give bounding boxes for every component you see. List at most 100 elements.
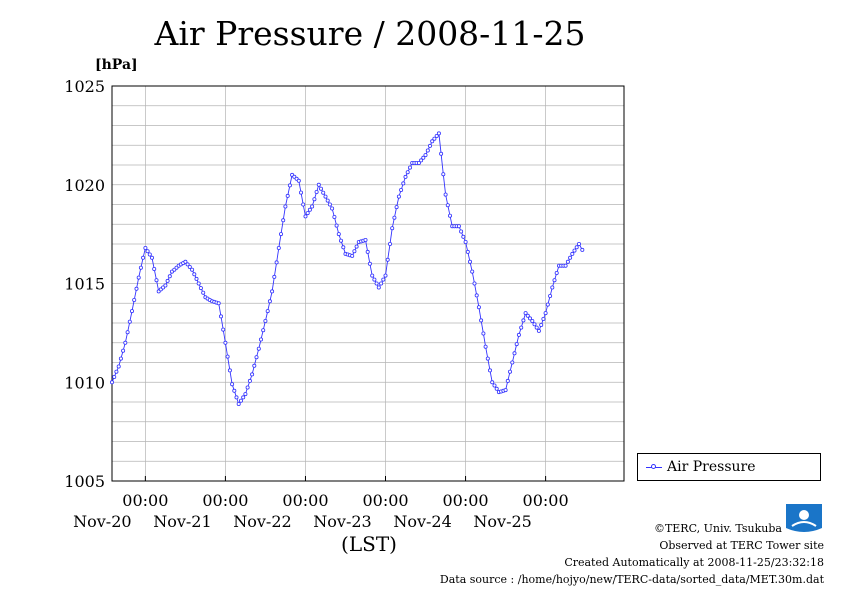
x-tick-time-label: 00:00 [523,491,569,510]
data-point [165,278,170,283]
data-point [427,143,432,148]
data-point [149,255,154,260]
data-point [514,342,519,347]
data-point [403,174,408,179]
footer-copyright: ©TERC, Univ. Tsukuba [653,522,782,535]
data-point [374,281,379,286]
series-air-pressure [110,131,585,406]
data-point [303,214,308,219]
data-point [441,172,446,177]
data-point [372,277,377,282]
y-tick-label: 1025 [64,77,105,96]
data-point [296,178,301,183]
data-point [145,249,150,254]
data-point [121,348,126,353]
data-point [118,356,123,361]
data-point [401,181,406,186]
data-point [532,322,537,327]
data-point [183,259,188,264]
data-point [225,354,230,359]
y-tick-label: 1005 [64,472,105,491]
data-point [185,262,190,267]
data-point [572,248,577,253]
data-point [316,182,321,187]
data-point [563,263,568,268]
data-point [363,237,368,242]
plot-frame [111,85,625,482]
data-point [416,160,421,165]
data-point [350,253,355,258]
data-point [125,330,130,335]
data-point [123,340,128,345]
data-point [481,331,486,336]
data-point [476,305,481,310]
chart-title: Air Pressure / 2008-11-25 [154,14,586,53]
grid [112,86,624,481]
data-point [432,136,437,141]
data-point [541,316,546,321]
data-point [577,241,582,246]
data-point [278,232,283,237]
data-point [227,368,232,373]
data-point [245,385,250,390]
data-point [439,151,444,156]
data-point [580,247,585,252]
data-point [512,351,517,356]
data-point [252,363,257,368]
data-point [483,344,488,349]
data-point [516,332,521,337]
data-point [485,356,490,361]
data-point [263,318,268,323]
legend: Air Pressure [637,453,821,481]
data-point [283,204,288,209]
data-point [141,255,146,260]
data-point [163,283,168,288]
data-point [223,340,228,345]
data-point [216,301,221,306]
x-tick-date-label: Nov-23 [313,512,371,531]
data-point [261,328,266,333]
data-point [134,286,139,291]
x-tick-time-label: 00:00 [282,491,328,510]
data-point [305,211,310,216]
data-point [325,198,330,203]
data-point [430,139,435,144]
data-point [461,234,466,239]
data-point [332,214,337,219]
data-point [323,194,328,199]
data-point [196,281,201,286]
data-point [234,395,239,400]
footer-created: Created Automatically at 2008-11-25/23:3… [564,556,824,569]
data-point [310,204,315,209]
x-axis-label: (LST) [341,532,397,556]
data-point [390,226,395,231]
data-point [307,207,312,212]
x-tick-date-label: Nov-21 [153,512,211,531]
data-point [336,232,341,237]
data-point [232,388,237,393]
data-point [383,273,388,278]
data-point [190,267,195,272]
data-point [425,148,430,153]
data-point [421,155,426,160]
data-point [396,194,401,199]
data-point [194,276,199,281]
data-point [267,299,272,304]
data-point [154,278,159,283]
data-point [505,378,510,383]
data-point [330,206,335,211]
data-point [285,193,290,198]
x-tick-date-label: Nov-25 [473,512,531,531]
x-tick-date-label: Nov-24 [393,512,451,531]
data-point [201,290,206,295]
footer-observed: Observed at TERC Tower site [659,539,824,552]
data-point [574,245,579,250]
x-tick-time-label: 00:00 [202,491,248,510]
data-point [327,202,332,207]
data-point [147,252,152,257]
data-point [554,270,559,275]
data-point [334,223,339,228]
data-point [492,383,497,388]
data-point [112,374,117,379]
data-point [459,229,464,234]
